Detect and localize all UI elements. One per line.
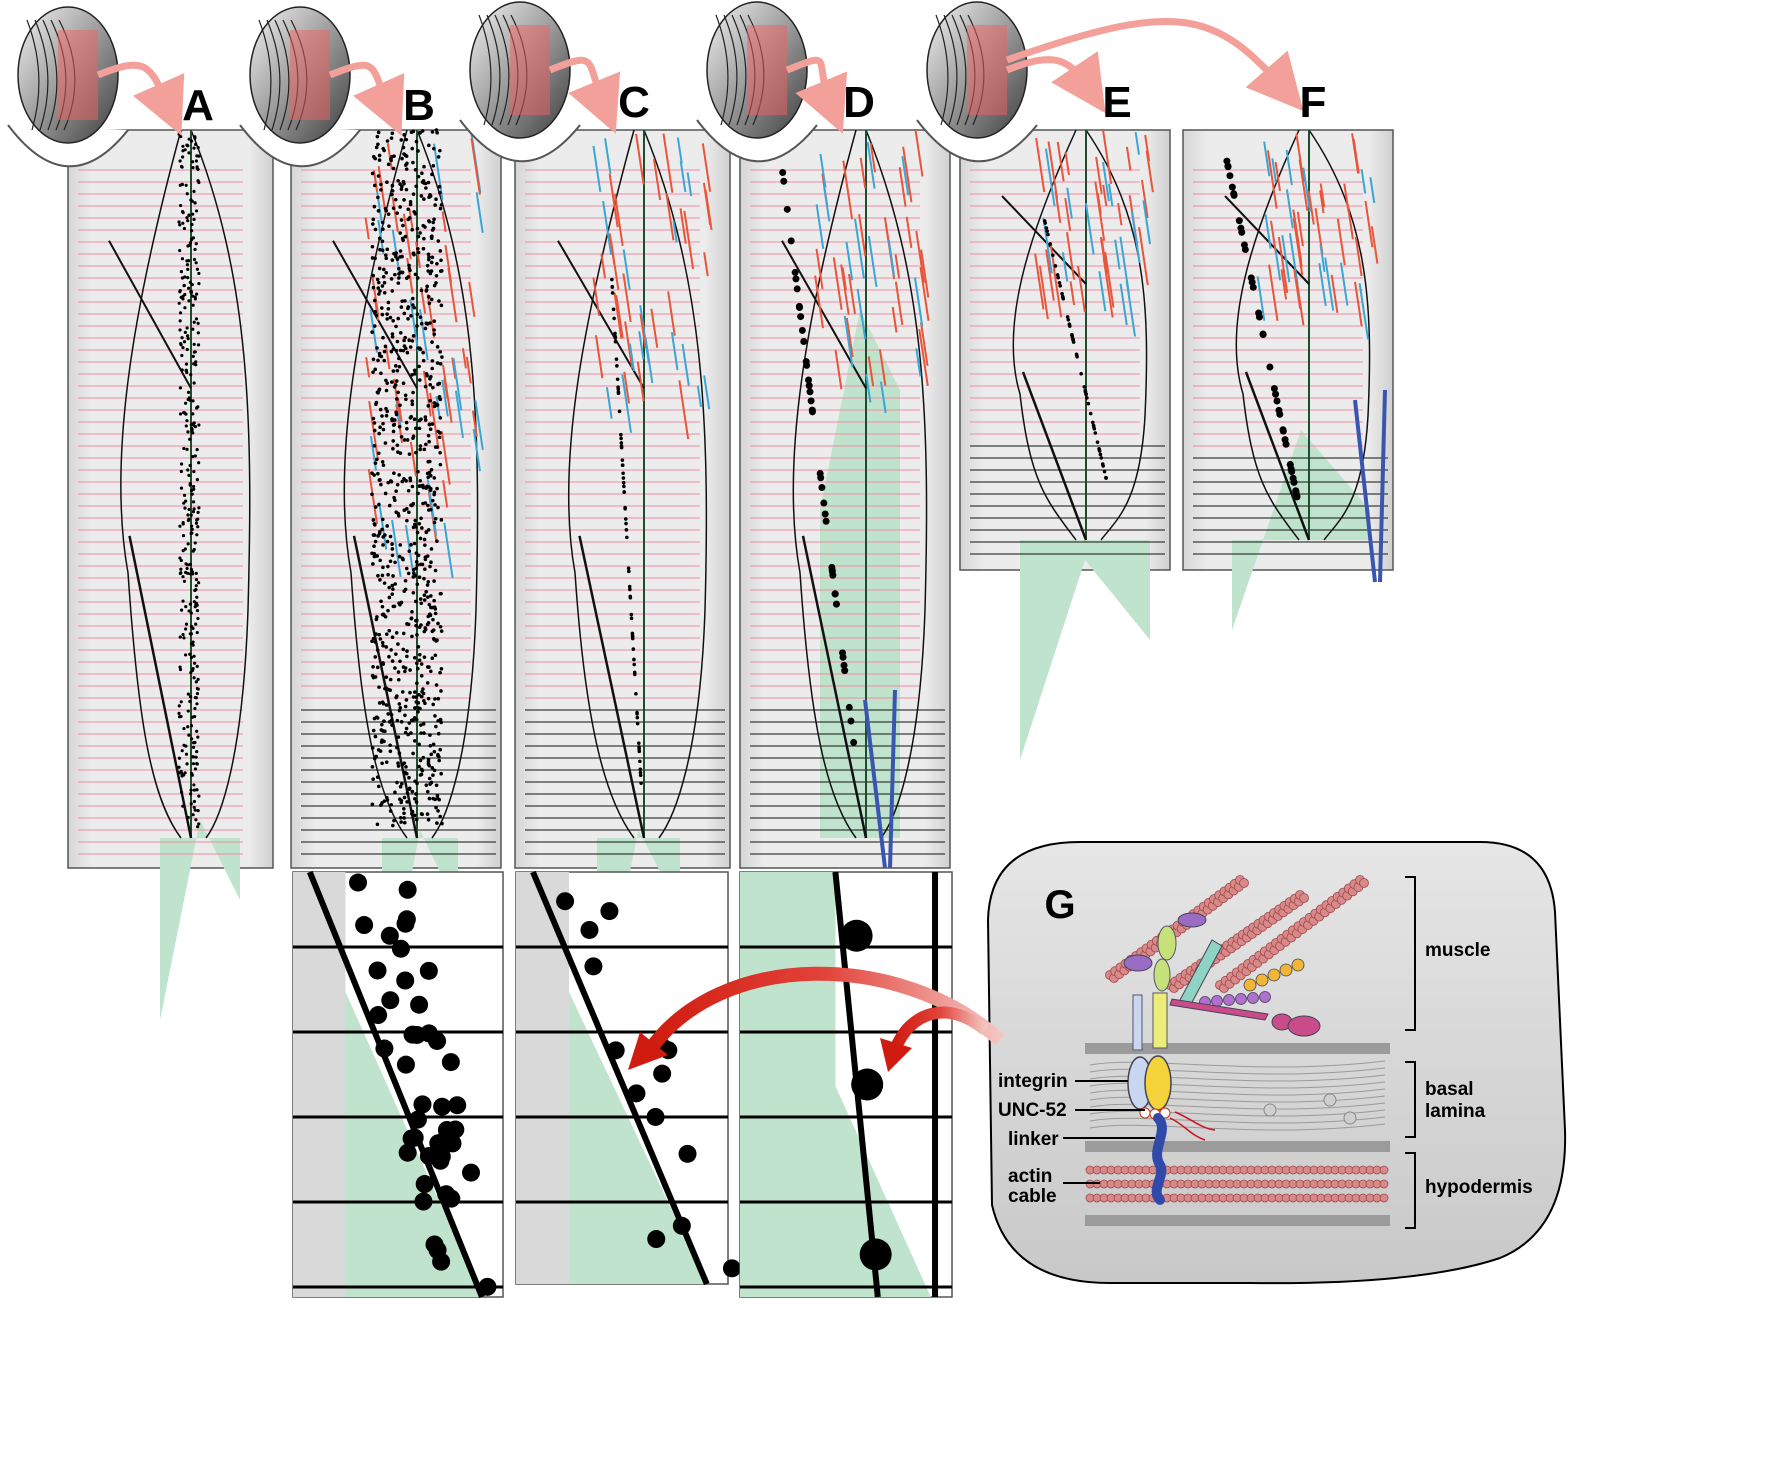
embryo-icon: [7, 6, 185, 168]
panel-f-diagram: [1182, 129, 1394, 630]
label-actin-cable: actin cable: [1008, 1166, 1057, 1207]
arrows-g-to-zooms: [628, 966, 1005, 1072]
curved-arrow-icon: [96, 61, 185, 136]
zoom-inset-1: [292, 870, 504, 1299]
panel-g: G: [986, 841, 1567, 1285]
layer-brackets: [1063, 876, 1416, 1229]
embryo-icon: [916, 1, 1304, 163]
orange-bead-chain: [1243, 958, 1305, 992]
panel-b-diagram: [290, 128, 502, 1030]
embryo-icons-layer: [7, 1, 1304, 168]
zoom-inset-2: [515, 870, 741, 1286]
panel-e-diagram: [959, 129, 1171, 760]
basal-lamina-mesh: [1089, 1060, 1386, 1131]
panel-label-e: E: [1102, 78, 1131, 127]
embryo-icon: [239, 6, 405, 168]
panel-d-diagram: [739, 129, 951, 869]
panel-label-f: F: [1300, 78, 1327, 127]
panel-label-c: C: [618, 78, 650, 127]
embryo-icon: [459, 1, 621, 163]
embryo-icon: [696, 1, 848, 163]
label-basal-lamina: basal lamina: [1425, 1079, 1486, 1122]
hypodermis-membrane: [1085, 1215, 1390, 1226]
zoom-insets-layer: [292, 870, 953, 1299]
zoom-inset-3: [739, 871, 953, 1298]
basal-lamina-bottom: [1085, 1141, 1390, 1152]
curved-arrow-icon: [328, 61, 405, 136]
label-unc-52: UNC-52: [998, 1100, 1067, 1121]
curved-arrow-icon: [1005, 51, 1106, 114]
label-integrin: integrin: [998, 1071, 1068, 1092]
panel-label-a: A: [182, 81, 214, 130]
muscle-membrane: [1085, 1043, 1390, 1054]
curved-arrow-icon: [785, 56, 848, 134]
label-linker: linker: [1008, 1129, 1059, 1150]
curved-arrow-icon: [1005, 17, 1304, 112]
panel-a-diagram: [67, 129, 274, 1020]
panel-label-b: B: [403, 81, 435, 130]
hypodermal-actin-cables: [1085, 1165, 1389, 1203]
label-hypodermis: hypodermis: [1425, 1177, 1533, 1198]
panel-label-d: D: [843, 78, 875, 127]
panel-label-g: G: [1044, 883, 1075, 927]
panels-layer: [67, 128, 1394, 1030]
label-muscle: muscle: [1425, 940, 1490, 961]
dense-body-proteins: [1123, 912, 1321, 1051]
curved-arrow-icon: [548, 56, 621, 134]
curved-arrow-icon: [889, 1006, 989, 1053]
